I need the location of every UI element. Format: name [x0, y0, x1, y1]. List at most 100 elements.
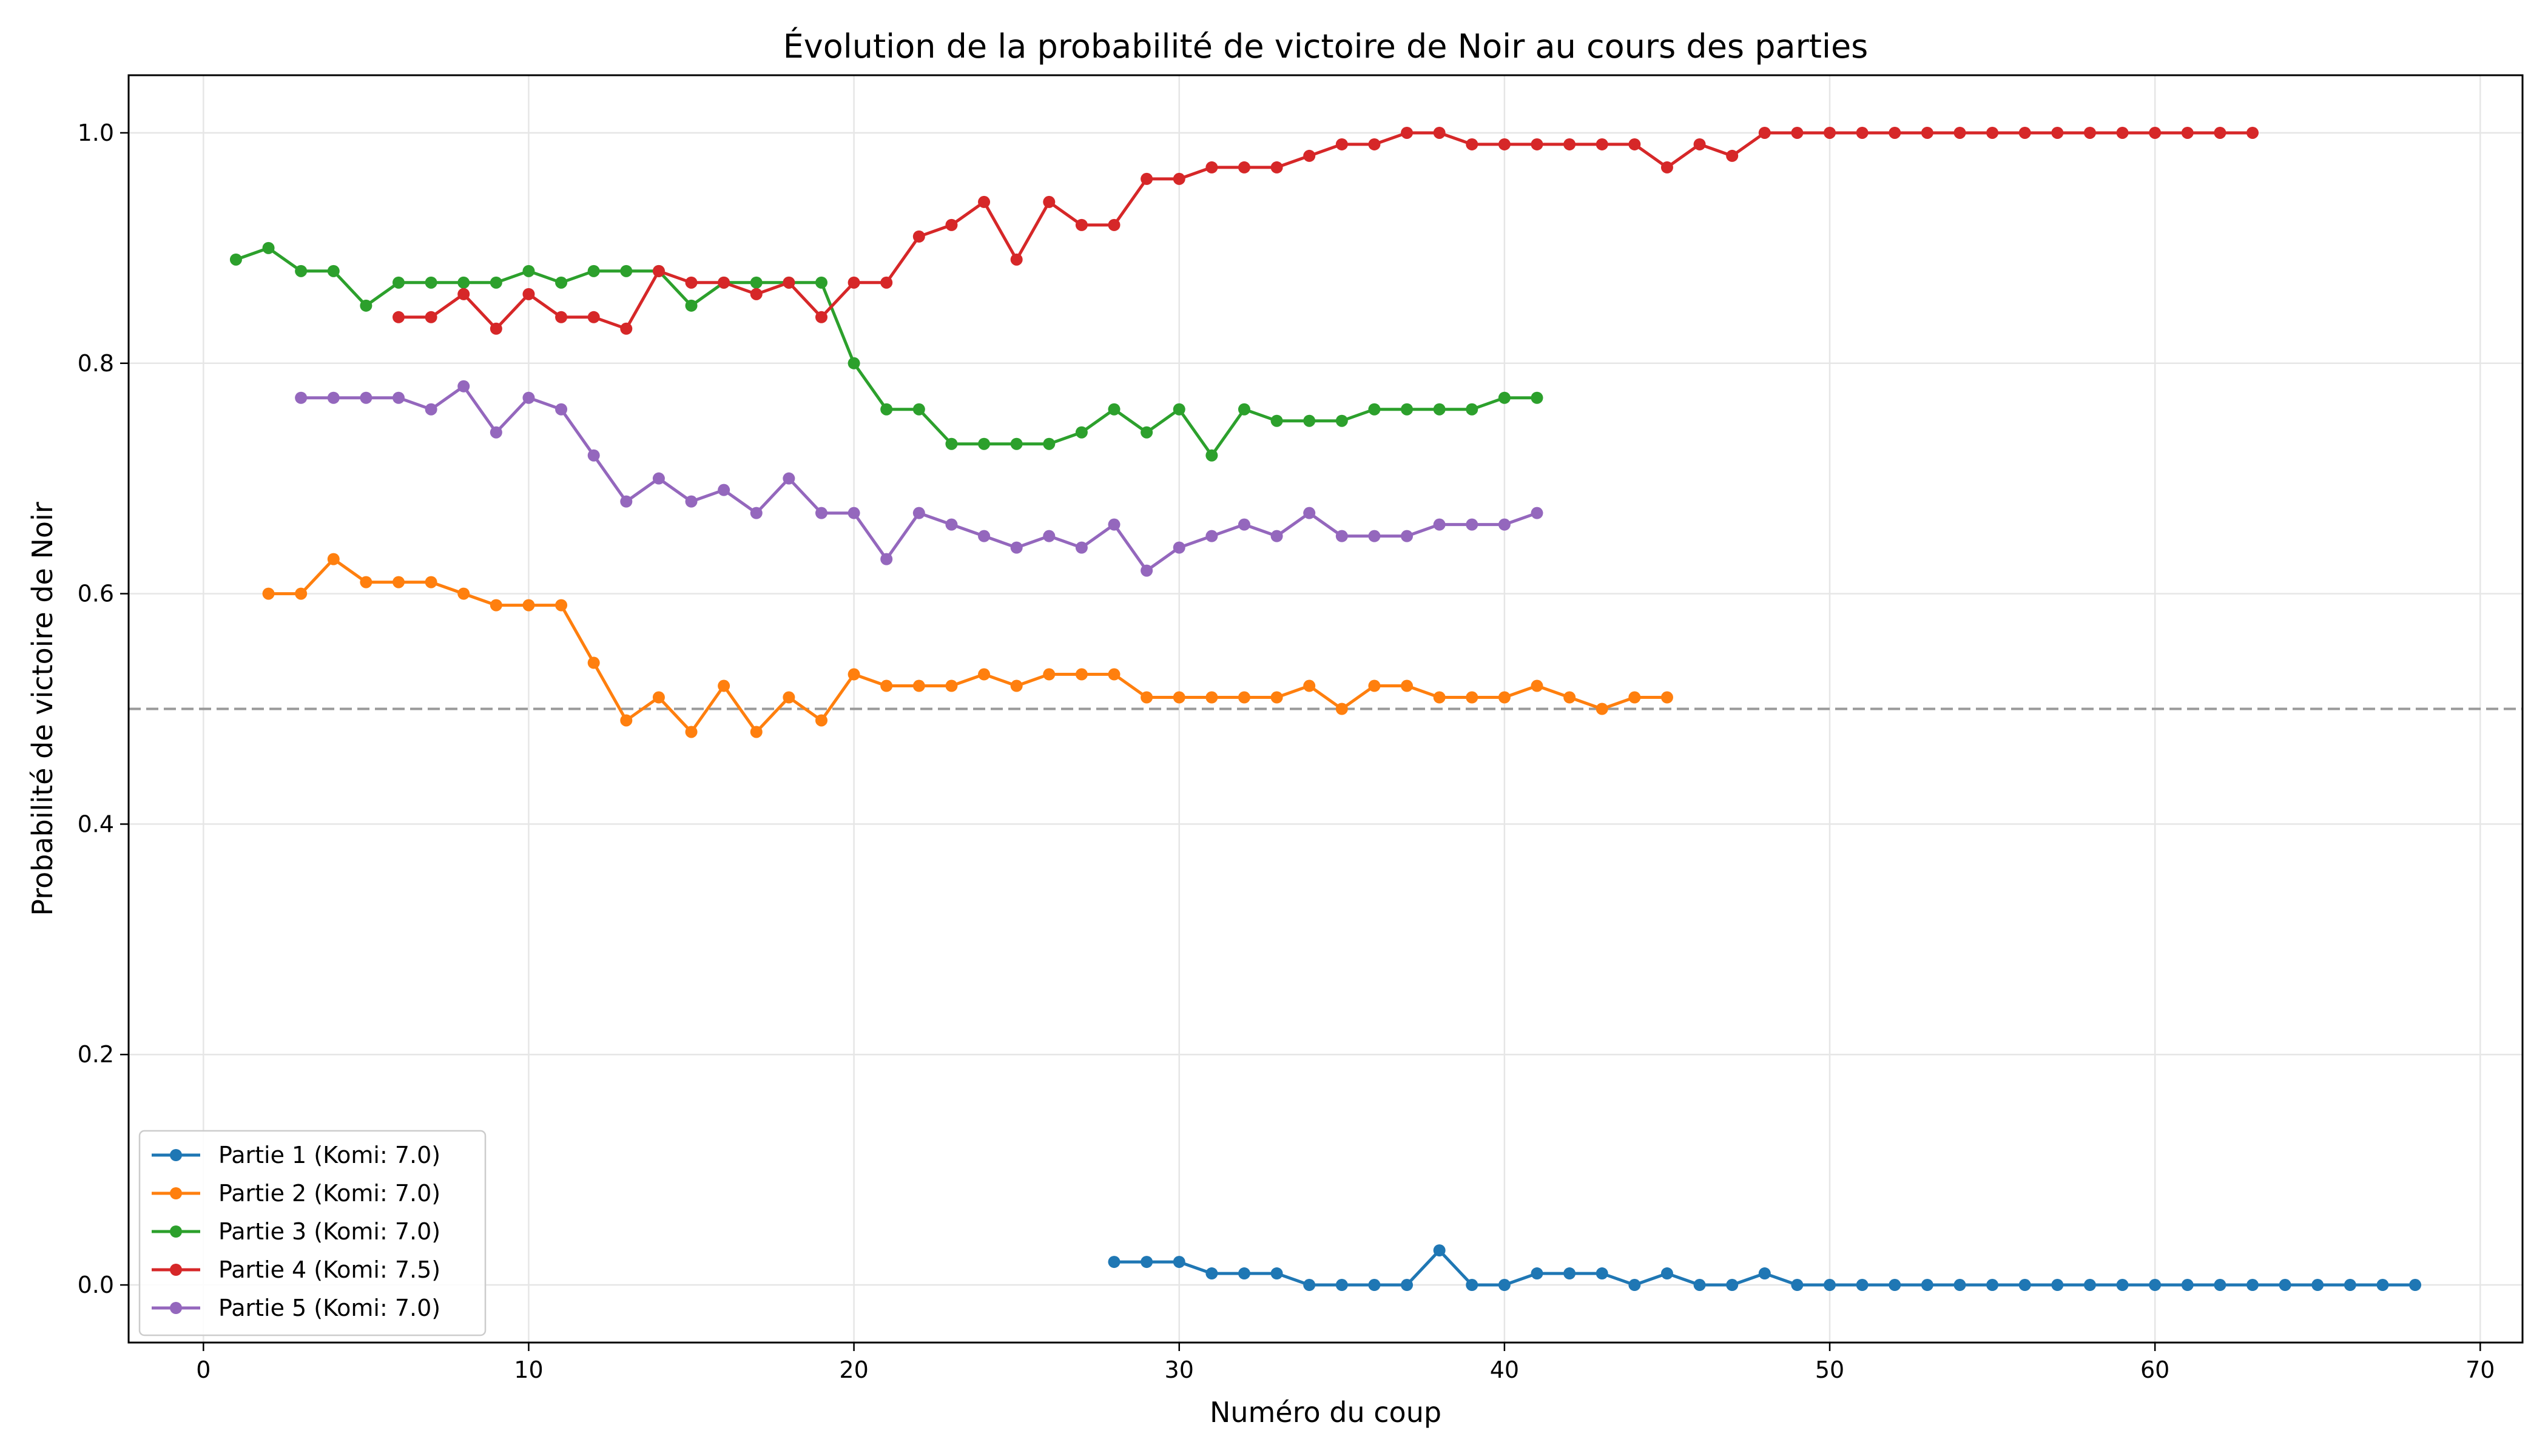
data-point — [1660, 1267, 1673, 1280]
data-point — [978, 437, 991, 450]
data-point — [1401, 679, 1414, 692]
data-point — [1108, 218, 1121, 231]
data-point — [912, 230, 925, 243]
legend-item-1: Partie 1 (Komi: 7.0) — [152, 1142, 440, 1168]
data-point — [1238, 691, 1250, 704]
data-point — [1824, 1279, 1836, 1292]
data-point — [1368, 530, 1381, 542]
data-point — [945, 437, 958, 450]
data-point — [685, 726, 698, 738]
data-point — [1205, 691, 1218, 704]
data-point — [750, 288, 763, 300]
data-point — [1791, 126, 1804, 139]
data-point — [522, 265, 535, 277]
data-point — [620, 322, 633, 335]
data-point — [1238, 518, 1250, 531]
data-point — [1303, 507, 1316, 519]
data-point — [522, 599, 535, 612]
data-point — [1466, 403, 1478, 416]
data-point — [718, 484, 730, 496]
data-point — [978, 195, 991, 208]
data-point — [360, 299, 372, 312]
data-point — [880, 276, 893, 289]
data-point — [1270, 691, 1283, 704]
data-point — [1335, 1279, 1348, 1292]
data-point — [880, 679, 893, 692]
x-tick-label: 10 — [514, 1357, 543, 1383]
data-point — [1075, 541, 1088, 554]
data-point — [2149, 1279, 2162, 1292]
data-point — [1401, 1279, 1414, 1292]
data-point — [2376, 1279, 2389, 1292]
data-point — [2181, 1279, 2194, 1292]
x-tick-label: 20 — [839, 1357, 868, 1383]
data-point — [457, 380, 470, 393]
data-point — [1270, 530, 1283, 542]
data-point — [1531, 507, 1543, 519]
series-4 — [392, 126, 2259, 335]
data-point — [1856, 126, 1869, 139]
data-point — [1238, 161, 1250, 174]
data-point — [1075, 218, 1088, 231]
legend-item-2: Partie 2 (Komi: 7.0) — [152, 1180, 440, 1207]
data-point — [360, 576, 372, 588]
data-point — [1498, 391, 1511, 404]
x-axis-label: Numéro du coup — [1210, 1396, 1441, 1429]
data-point — [1953, 126, 1966, 139]
data-point — [912, 507, 925, 519]
data-point — [457, 276, 470, 289]
data-point — [555, 311, 568, 323]
data-point — [1368, 403, 1381, 416]
data-point — [2083, 1279, 2096, 1292]
legend-marker — [170, 1302, 182, 1314]
data-point — [1596, 703, 1608, 715]
legend-label: Partie 1 (Komi: 7.0) — [218, 1142, 440, 1168]
data-point — [1563, 691, 1576, 704]
data-point — [1856, 1279, 1869, 1292]
data-point — [1953, 1279, 1966, 1292]
data-point — [490, 322, 502, 335]
legend-item-4: Partie 4 (Komi: 7.5) — [152, 1256, 440, 1283]
data-point — [815, 311, 827, 323]
data-point — [1531, 679, 1543, 692]
data-point — [1596, 1267, 1608, 1280]
data-point — [327, 391, 340, 404]
data-point — [1173, 403, 1185, 416]
data-point — [490, 426, 502, 439]
data-point — [360, 391, 372, 404]
data-point — [815, 507, 827, 519]
data-point — [1141, 172, 1153, 185]
data-point — [522, 288, 535, 300]
data-point — [1921, 126, 1933, 139]
data-point — [1141, 426, 1153, 439]
data-point — [1303, 679, 1316, 692]
data-point — [848, 276, 860, 289]
data-point — [295, 265, 308, 277]
data-point — [848, 507, 860, 519]
data-point — [1498, 138, 1511, 150]
data-point — [2279, 1279, 2291, 1292]
data-point — [2246, 126, 2259, 139]
data-point — [1693, 138, 1706, 150]
data-point — [652, 691, 665, 704]
data-point — [2051, 1279, 2064, 1292]
y-tick-label: 0.8 — [78, 350, 114, 377]
data-point — [1889, 1279, 1901, 1292]
data-point — [1401, 403, 1414, 416]
x-tick-label: 70 — [2465, 1357, 2495, 1383]
data-point — [1563, 138, 1576, 150]
data-point — [1986, 1279, 1999, 1292]
data-point — [1303, 414, 1316, 427]
data-point — [783, 472, 795, 485]
data-point — [1531, 138, 1543, 150]
data-point — [2214, 126, 2226, 139]
data-point — [1205, 161, 1218, 174]
data-point — [1173, 691, 1185, 704]
data-point — [1466, 1279, 1478, 1292]
data-point — [978, 530, 991, 542]
data-point — [652, 472, 665, 485]
legend-marker — [170, 1187, 182, 1199]
data-point — [1921, 1279, 1933, 1292]
data-point — [1758, 126, 1771, 139]
